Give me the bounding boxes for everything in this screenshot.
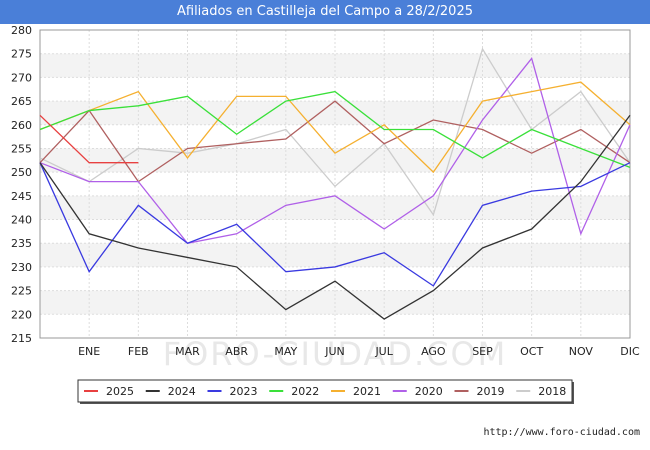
series-line-2022 [39, 90, 631, 169]
y-tick-label: 230 [11, 261, 32, 274]
x-axis: ENE FEB MAR ABR MAY JUN JUL AGO SEP OCT NOV DIC [78, 345, 640, 358]
legend-box [77, 379, 573, 403]
x-tick-label: SEP [472, 345, 493, 358]
x-tick-label: DIC [620, 345, 640, 358]
x-tick-label: FEB [128, 345, 149, 358]
y-tick-label: 265 [11, 95, 32, 108]
series-line-2023 [39, 162, 631, 287]
x-tick-label: ENE [78, 345, 100, 358]
series-line-2021 [39, 81, 631, 174]
legend-label: 2020 [415, 385, 443, 398]
footer-url[interactable]: http://www.foro-ciudad.com [483, 427, 640, 438]
watermark: FORO-CIUDAD.COM [163, 335, 508, 373]
x-tick-label: NOV [569, 345, 594, 358]
legend-label: 2021 [353, 385, 381, 398]
y-tick-label: 215 [11, 332, 32, 345]
y-tick-label: 255 [11, 142, 32, 155]
legend-label: 2024 [168, 385, 196, 398]
grid-band [40, 53, 630, 78]
series-lines [39, 47, 631, 320]
y-tick-label: 225 [11, 285, 32, 298]
y-tick-label: 270 [11, 71, 32, 84]
plot-border [39, 29, 631, 339]
series-line-2024 [39, 114, 631, 320]
legend-label: 2019 [477, 385, 505, 398]
legend-label: 2018 [538, 385, 566, 398]
x-tick-label: OCT [520, 345, 543, 358]
grid-lines [39, 29, 631, 339]
legend-label: 2022 [291, 385, 319, 398]
series-line-2020 [39, 57, 631, 244]
legend-label: 2025 [106, 385, 134, 398]
x-tick-label: ABR [225, 345, 248, 358]
x-tick-label: JUL [374, 345, 393, 358]
y-axis: 215 220 225 230 235 240 245 250 255 260 265 270 275 2… [11, 24, 32, 345]
y-tick-label: 280 [11, 24, 32, 37]
series-line-2025 [39, 114, 139, 164]
y-tick-label: 250 [11, 166, 32, 179]
chart-title: Afiliados en Castilleja del Campo a 28/2… [0, 0, 650, 24]
legend-label: 2023 [230, 385, 258, 398]
y-tick-label: 240 [11, 214, 32, 227]
y-tick-label: 260 [11, 119, 32, 132]
x-tick-label: MAR [175, 345, 200, 358]
y-tick-label: 245 [11, 190, 32, 203]
y-tick-label: 275 [11, 48, 32, 61]
grid-band [40, 148, 630, 173]
y-tick-label: 235 [11, 237, 32, 250]
x-tick-label: AGO [421, 345, 446, 358]
legend: 2025 2024 2023 2022 2021 2020 2019 2018 [77, 379, 574, 404]
x-tick-label: MAY [274, 345, 297, 358]
y-tick-label: 220 [11, 308, 32, 321]
x-tick-label: JUN [324, 345, 345, 358]
